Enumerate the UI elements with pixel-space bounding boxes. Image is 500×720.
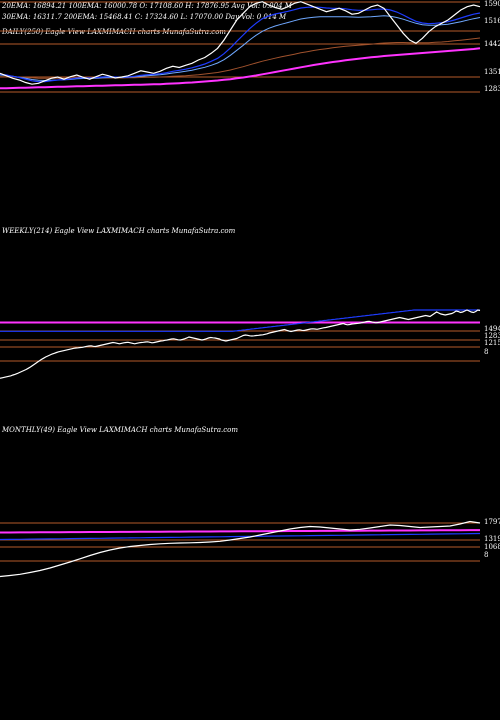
series-ema20 [0,309,480,332]
level-label: 8 [484,348,488,356]
level-label: 1494 [484,325,500,333]
monthly-panel-title: MONTHLY(49) Eagle View LAXMIMACH charts … [1,426,238,434]
header-line-1: 20EMA: 16894.21 100EMA: 16000.78 O: 1710… [1,2,293,10]
level-label: 1319 [484,535,500,543]
series-price [0,309,481,379]
series-ema200 [0,47,481,90]
series-ema30 [0,15,481,82]
series-ema200 [0,529,480,534]
weekly-panel-title: WEEKLY(214) Eagle View LAXMIMACH charts … [2,227,236,235]
header-line-2: 30EMA: 16311.7 200EMA: 15468.41 C: 17324… [2,13,287,21]
level-label: 1283 [484,85,500,93]
series-price [0,1,481,85]
level-label: 1351 [484,68,500,76]
level-label: 1283 [484,332,500,340]
level-label: 1215 [484,339,500,347]
series-price [0,520,481,578]
daily-panel-title: DAILY(250) Eagle View LAXMIMACH charts M… [1,28,226,36]
series-ema20 [0,6,481,83]
level-label: 8 [484,551,488,559]
series-ema20 [0,532,481,541]
level-label: 1516 [484,17,500,25]
level-label: 1590 [484,0,500,8]
daily-panel: 1590 1516 1442 1351 1283 [0,0,500,93]
level-label: 1068 [484,543,500,551]
level-label: 1797 [484,518,500,526]
level-label: 1442 [484,40,500,48]
